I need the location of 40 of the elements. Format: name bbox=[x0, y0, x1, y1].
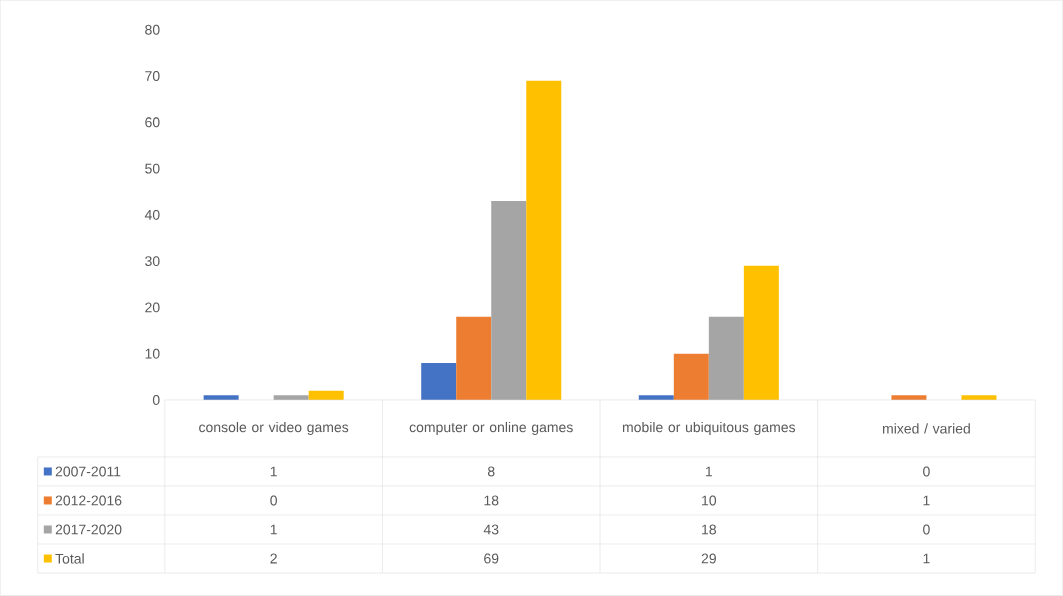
data-label: 8 bbox=[487, 466, 495, 477]
y-tick-label: 10 bbox=[145, 348, 160, 359]
legend-label: Total bbox=[55, 553, 84, 564]
data-label: 69 bbox=[484, 553, 499, 564]
bar bbox=[456, 316, 492, 401]
y-tick-label: 0 bbox=[152, 395, 160, 406]
data-label: 0 bbox=[270, 495, 277, 506]
data-label: 10 bbox=[702, 495, 717, 506]
data-label: 18 bbox=[702, 524, 717, 535]
data-label: 43 bbox=[483, 524, 499, 535]
data-label: 1 bbox=[270, 466, 277, 477]
x-tick-label: computer or online games bbox=[409, 422, 573, 436]
data-label: 0 bbox=[923, 524, 930, 535]
legend-label: 2007-2011 bbox=[55, 466, 121, 477]
y-tick-label: 80 bbox=[145, 24, 160, 35]
data-label: 1 bbox=[923, 553, 930, 564]
y-tick-label: 70 bbox=[145, 71, 160, 82]
data-label: 2 bbox=[270, 553, 277, 564]
legend-label: 2012-2016 bbox=[55, 495, 122, 506]
x-tick-label: mixed / varied bbox=[882, 423, 970, 434]
data-label: 1 bbox=[923, 495, 930, 506]
data-label: 18 bbox=[484, 495, 499, 506]
data-label: 1 bbox=[706, 466, 713, 477]
legend-label: 2017-2020 bbox=[55, 524, 122, 535]
bar bbox=[491, 201, 527, 401]
data-label: 0 bbox=[923, 466, 930, 477]
bar bbox=[526, 80, 562, 401]
y-tick-label: 60 bbox=[145, 117, 160, 128]
y-tick-label: 40 bbox=[144, 210, 160, 220]
data-label: 1 bbox=[270, 524, 277, 535]
bar bbox=[743, 265, 779, 401]
y-tick-label: 20 bbox=[145, 302, 160, 313]
bar bbox=[673, 353, 709, 401]
bar bbox=[421, 363, 457, 401]
y-tick-label: 50 bbox=[145, 163, 160, 174]
data-label: 29 bbox=[701, 553, 716, 564]
y-tick-label: 30 bbox=[145, 256, 160, 267]
bar bbox=[708, 316, 744, 401]
x-tick-label: mobile or ubiquitous games bbox=[622, 422, 796, 436]
x-tick-label: console or video games bbox=[199, 422, 349, 436]
